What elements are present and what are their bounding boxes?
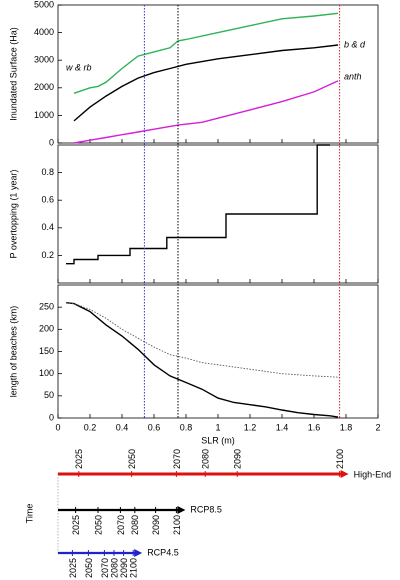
series-label: anth: [344, 71, 362, 81]
timeline-name: RCP8.5: [190, 504, 222, 514]
plot-frame: [57, 144, 379, 284]
year-label: 2050: [127, 449, 137, 469]
x-tick-label: 1.2: [244, 422, 257, 432]
y-tick-label: 200: [39, 324, 54, 334]
year-label: 2070: [172, 449, 182, 469]
data-line: [66, 144, 330, 265]
plot-frame: [57, 4, 379, 144]
y-tick-label: 2000: [34, 82, 54, 92]
year-label: 2090: [233, 449, 243, 469]
y-tick-label: 100: [39, 368, 54, 378]
year-label: 2025: [71, 515, 81, 535]
year-label: 2070: [116, 515, 126, 535]
x-tick-label: 0.6: [148, 422, 161, 432]
year-label: 2070: [100, 558, 110, 578]
x-tick-label: 1.4: [276, 422, 289, 432]
x-tick-label: 0: [55, 422, 60, 432]
data-line: [65, 302, 339, 378]
data-line: [73, 44, 339, 122]
year-label: 2050: [93, 515, 103, 535]
series-label: b & d: [344, 39, 366, 49]
data-line: [73, 80, 339, 144]
arrow-head: [340, 470, 349, 478]
y-tick-label: 3000: [34, 55, 54, 65]
year-label: 2100: [335, 449, 345, 469]
y-axis-label: P overtopping (1 year): [8, 170, 18, 259]
year-label: 2025: [68, 558, 78, 578]
year-label: 2025: [74, 449, 84, 469]
y-axis-label: length of beaches (km): [8, 306, 18, 398]
timeline-name: High-End: [354, 469, 392, 479]
data-line: [73, 12, 339, 94]
x-tick-label: 0.4: [116, 422, 129, 432]
y-tick-label: 0.8: [41, 167, 54, 177]
x-axis-label: SLR (m): [201, 435, 235, 445]
timeline-name: RCP4.5: [147, 547, 179, 557]
year-label: 2080: [109, 558, 119, 578]
y-tick-label: 0: [49, 412, 54, 422]
y-tick-label: 4000: [34, 27, 54, 37]
y-tick-label: 150: [39, 346, 54, 356]
x-tick-label: 1: [215, 422, 220, 432]
y-tick-label: 250: [39, 302, 54, 312]
x-tick-label: 0.2: [84, 422, 97, 432]
arrow-head: [134, 549, 143, 557]
x-tick-label: 1.8: [340, 422, 353, 432]
year-label: 2100: [172, 515, 182, 535]
y-tick-label: 0.4: [41, 222, 54, 232]
x-tick-label: 1.6: [308, 422, 321, 432]
data-line: [65, 302, 339, 418]
y-tick-label: 5000: [34, 0, 54, 9]
y-tick-label: 1000: [34, 110, 54, 120]
year-label: 2050: [84, 558, 94, 578]
y-tick-label: 0: [49, 137, 54, 147]
y-tick-label: 0.2: [41, 250, 54, 260]
x-tick-label: 2: [375, 422, 380, 432]
arrow-head: [177, 506, 186, 514]
year-label: 2100: [129, 558, 139, 578]
year-label: 2080: [201, 449, 211, 469]
y-axis-label: Inundated Surface (Ha): [8, 27, 18, 121]
year-label: 2090: [119, 558, 129, 578]
timeline-label: Time: [24, 504, 34, 524]
year-label: 2090: [151, 515, 161, 535]
y-tick-label: 50: [44, 390, 54, 400]
y-tick-label: 0.6: [41, 195, 54, 205]
x-tick-label: 0.8: [180, 422, 193, 432]
series-label: w & rb: [66, 62, 92, 72]
year-label: 2080: [130, 515, 140, 535]
